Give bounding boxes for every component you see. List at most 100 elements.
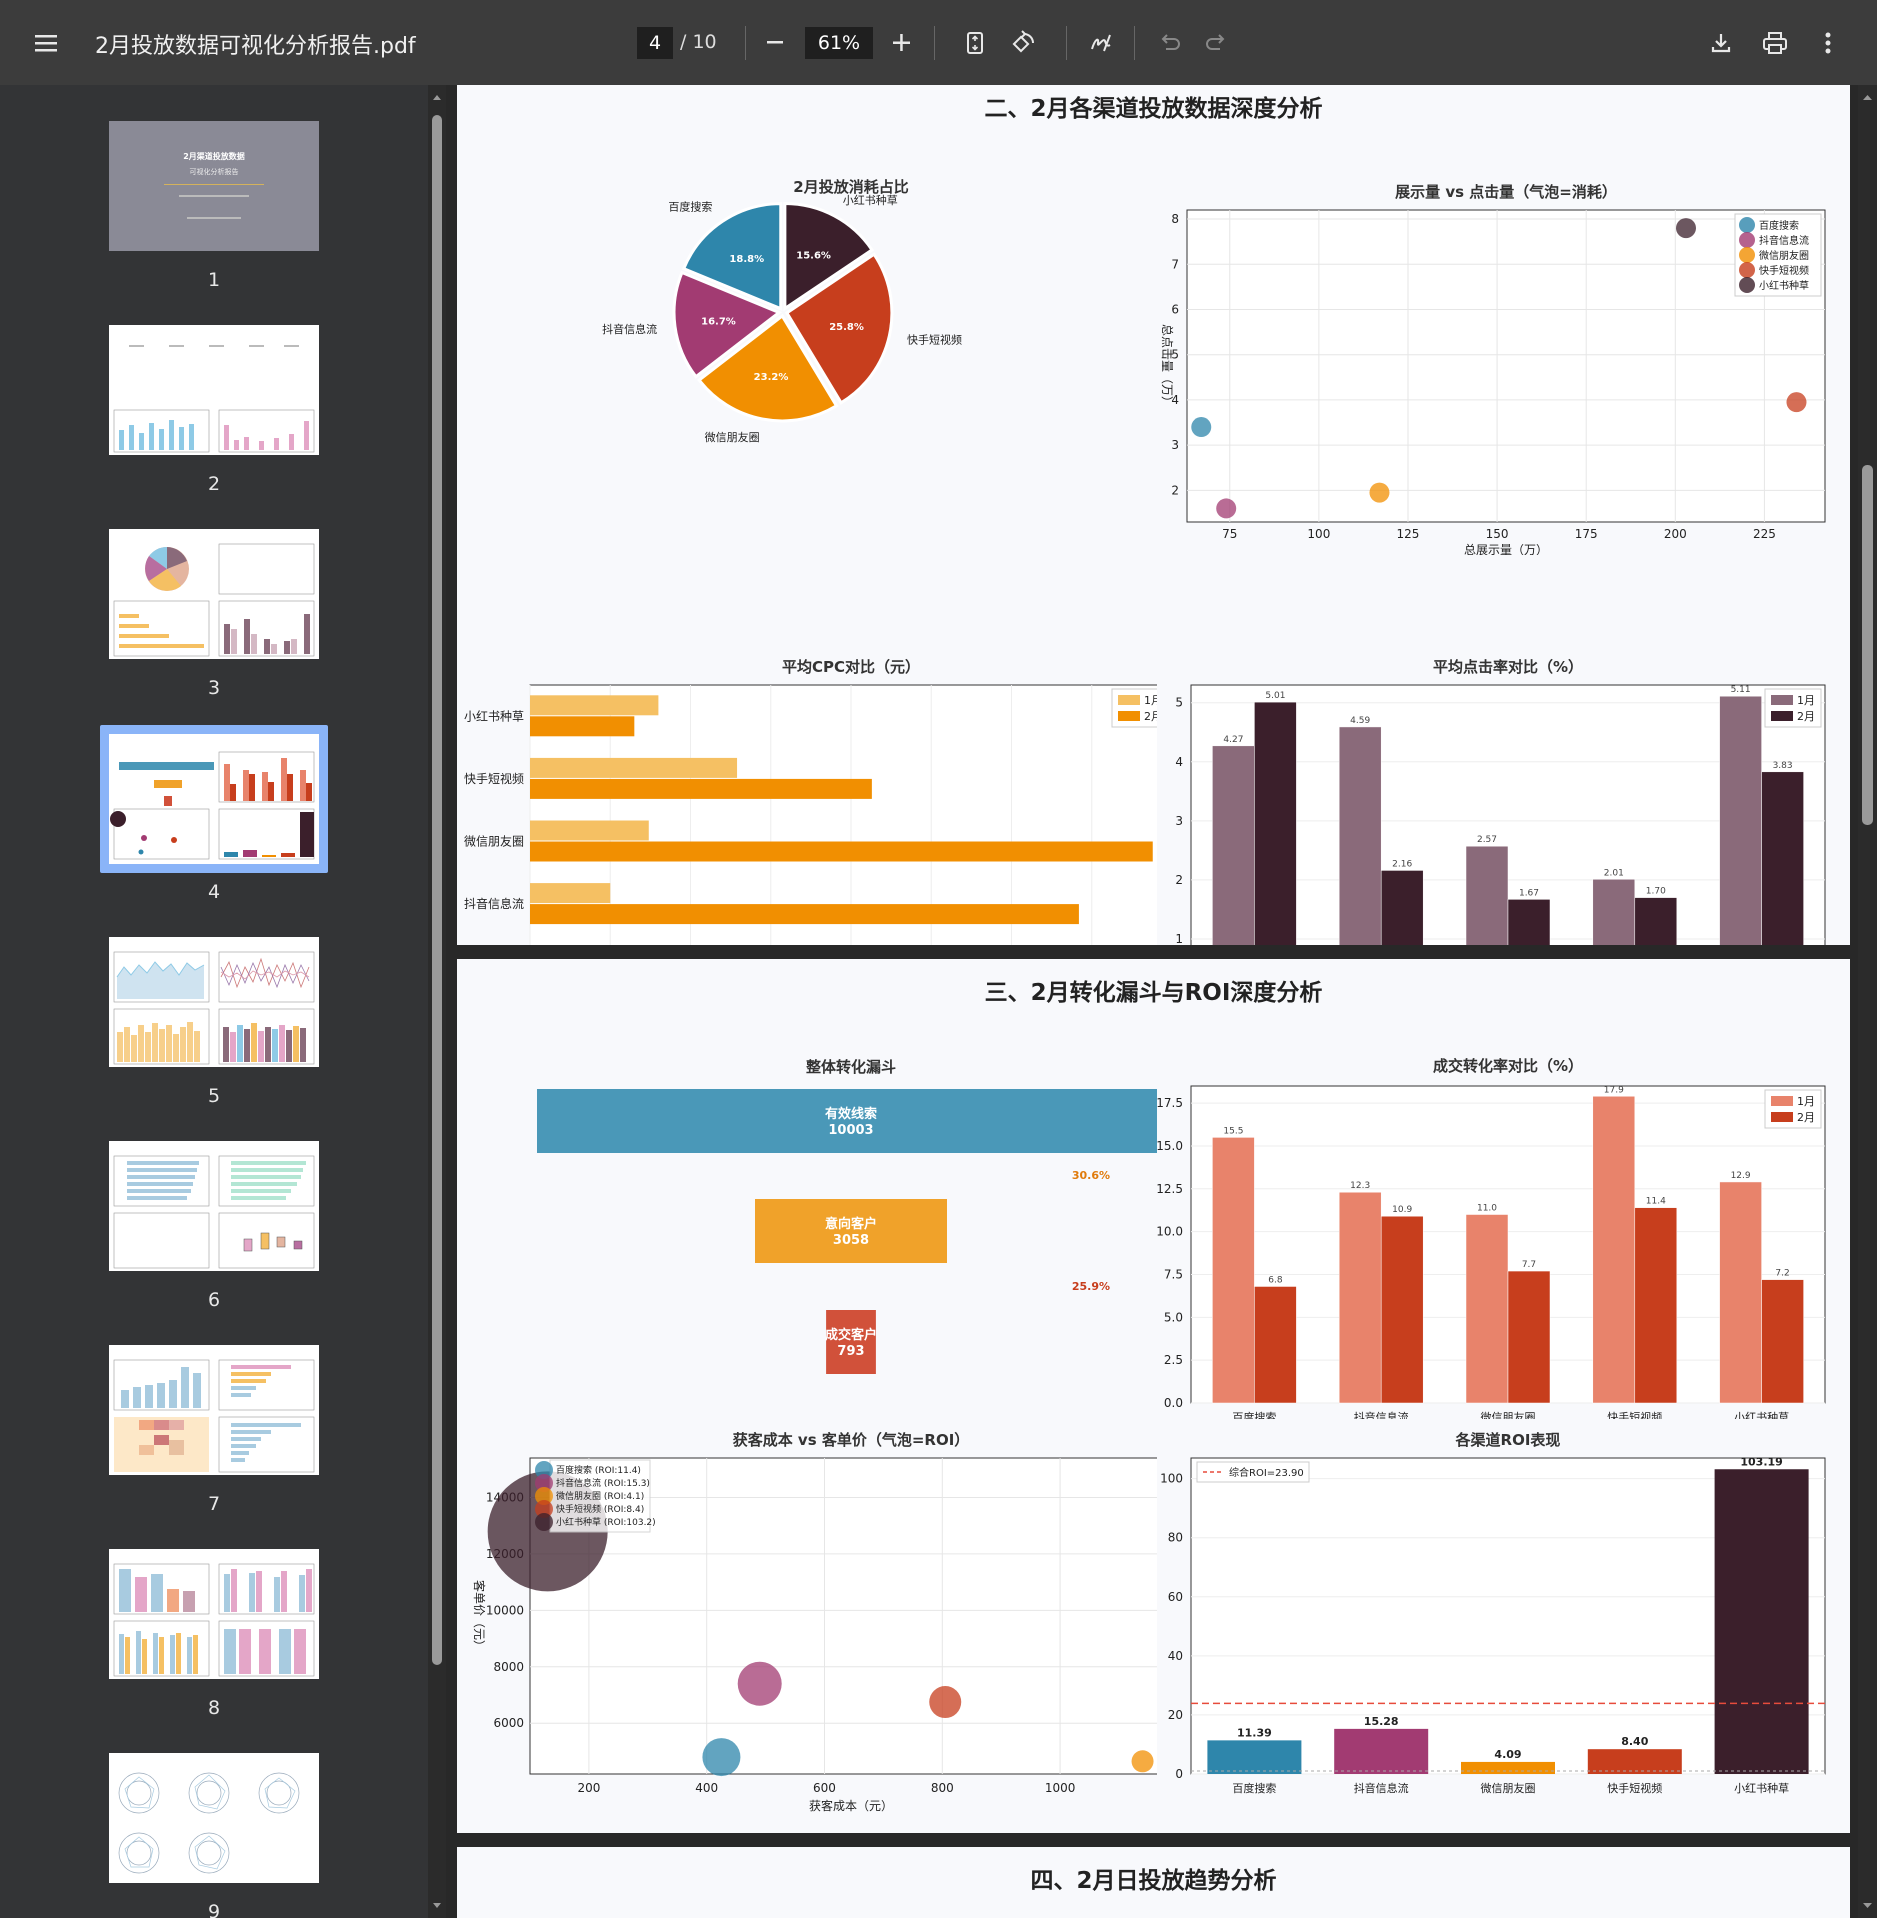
document-scrollbar-thumb[interactable] [1862, 465, 1873, 825]
thumbnail-page-5[interactable] [109, 937, 319, 1067]
bar-value-label: 5.11 [1731, 685, 1751, 695]
funnel-stage-label: 有效线索 [825, 1106, 877, 1122]
y-axis-label: 总点击量（万） [1160, 324, 1174, 408]
y-tick-label: 5 [1175, 696, 1183, 710]
y-tick-label: 8000 [493, 1660, 524, 1674]
pie-category-label: 百度搜索 [668, 199, 712, 213]
thumbnail-page-9[interactable] [109, 1753, 319, 1883]
section-title: 四、2月日投放趋势分析 [1030, 1868, 1277, 1894]
annotate-pen-icon[interactable] [1086, 28, 1116, 58]
bar-value-label: 17.9 [1604, 1085, 1624, 1095]
pie-category-label: 抖音信息流 [602, 322, 657, 336]
y-tick-label: 17.5 [1156, 1096, 1183, 1110]
pie-slice [783, 201, 875, 312]
thumbnail-page-3[interactable] [109, 529, 319, 659]
pdf-page: 三、2月转化漏斗与ROI深度分析 整体转化漏斗 有效线索 10003 意向客户 3058… [457, 959, 1850, 1833]
zoom-out-icon[interactable] [762, 28, 790, 58]
funnel-value-label: 10003 [828, 1123, 873, 1138]
pie-slice [681, 202, 783, 311]
bar-value-label: 3.83 [1773, 761, 1793, 771]
page-total: / 10 [680, 31, 717, 53]
menu-icon[interactable] [30, 26, 64, 60]
y-tick-label: 2 [1175, 873, 1183, 887]
thumbnail-page-8[interactable] [109, 1549, 319, 1679]
page-number-input[interactable]: 4 [637, 27, 673, 59]
bar-value-label: 4.59 [1350, 716, 1370, 726]
x-tick-label: 1000 [1045, 1781, 1076, 1795]
bar-value-label: 2.16 [1392, 859, 1412, 869]
zoom-input[interactable]: 61% [805, 27, 873, 59]
rotate-icon[interactable] [1008, 27, 1038, 59]
section-title: 二、2月各渠道投放数据深度分析 [984, 96, 1323, 122]
bar-value-label: 1.67 [1519, 888, 1539, 898]
funnel-bar [826, 1310, 876, 1374]
pdf-page: 二、2月各渠道投放数据深度分析 2月投放消耗占比 15.6% 小红书种草 25.8%… [457, 85, 1850, 945]
scatter-point [1216, 498, 1237, 519]
redo-icon[interactable] [1203, 28, 1231, 58]
bar [530, 695, 659, 716]
print-icon[interactable] [1760, 28, 1790, 58]
thumbnail-page-7[interactable] [109, 1345, 319, 1475]
x-tick-label: 800 [931, 1781, 954, 1795]
y-tick-label: 60 [1168, 1590, 1183, 1604]
fit-page-icon[interactable] [962, 28, 988, 58]
more-options-icon[interactable] [1815, 28, 1841, 58]
legend-label: 2月 [1797, 710, 1815, 723]
pie-category-label: 微信朋友圈 [705, 430, 760, 444]
thumbnail-page-6[interactable] [109, 1141, 319, 1271]
x-tick-label: 快手短视频 [1607, 1410, 1662, 1419]
x-tick-label: 微信朋友圈 [1481, 1781, 1536, 1795]
legend-marker [535, 1513, 553, 1531]
legend-marker [1739, 232, 1755, 248]
legend: 综合ROI=23.90 [1196, 1461, 1310, 1483]
chart-title: 平均CPC对比（元） [782, 658, 920, 676]
y-tick-label: 100 [1160, 1472, 1183, 1486]
legend-label: 小红书种草 [1759, 279, 1809, 292]
bar-value-label: 4.27 [1223, 735, 1243, 745]
x-tick-label: 抖音信息流 [1354, 1781, 1409, 1795]
y-tick-label: 40 [1168, 1649, 1183, 1663]
legend-label: 百度搜索 [1759, 219, 1799, 232]
thumbnail-page-2[interactable] [109, 325, 319, 455]
x-tick-label: 125 [1397, 527, 1420, 541]
bar [530, 757, 738, 778]
bar [1719, 1181, 1762, 1404]
y-tick-label: 6000 [493, 1716, 524, 1730]
bar [530, 904, 1079, 925]
x-tick-label: 200 [577, 1781, 600, 1795]
bar [1338, 1191, 1382, 1404]
bar [530, 841, 1153, 862]
x-axis-label: 总展示量（万） [1464, 543, 1548, 555]
thumbnail-page-4[interactable] [109, 734, 319, 864]
legend-marker [1771, 1096, 1793, 1106]
legend-label: 微信朋友圈 (ROI:4.1) [556, 1490, 644, 1502]
download-icon[interactable] [1707, 28, 1735, 58]
document-scrollbar[interactable] [1858, 85, 1877, 1918]
pie-slice [784, 252, 894, 405]
y-tick-label: 快手短视频 [464, 771, 524, 786]
divider [745, 26, 746, 60]
zoom-in-icon[interactable] [888, 28, 916, 58]
thumbnail-page-1[interactable]: 2月渠道投放数据 可视化分析报告 [109, 121, 319, 251]
sidebar-scrollbar-thumb[interactable] [432, 115, 442, 1665]
sidebar-scrollbar[interactable] [428, 85, 446, 1918]
bar [1207, 1740, 1302, 1774]
undo-icon[interactable] [1155, 28, 1183, 58]
x-tick-label: 150 [1486, 527, 1509, 541]
scatter-point [1369, 482, 1390, 503]
divider [1066, 26, 1067, 60]
section-title: 三、2月转化漏斗与ROI深度分析 [984, 980, 1323, 1006]
y-tick-label: 0 [1175, 1767, 1183, 1781]
funnel-value-label: 793 [837, 1344, 864, 1359]
bar-value-label: 12.9 [1731, 1171, 1751, 1181]
legend-label: 百度搜索 (ROI:11.4) [556, 1464, 641, 1476]
plot-area [1186, 209, 1826, 523]
divider [1134, 26, 1135, 60]
legend-marker [535, 1487, 553, 1505]
bar-value-label: 2.57 [1477, 835, 1497, 845]
bar [1761, 1279, 1804, 1404]
thumbnail-number: 2 [207, 473, 221, 495]
legend-box [549, 1459, 651, 1533]
y-tick-label: 15.0 [1156, 1139, 1183, 1153]
legend-label: 1月 [1797, 694, 1815, 707]
